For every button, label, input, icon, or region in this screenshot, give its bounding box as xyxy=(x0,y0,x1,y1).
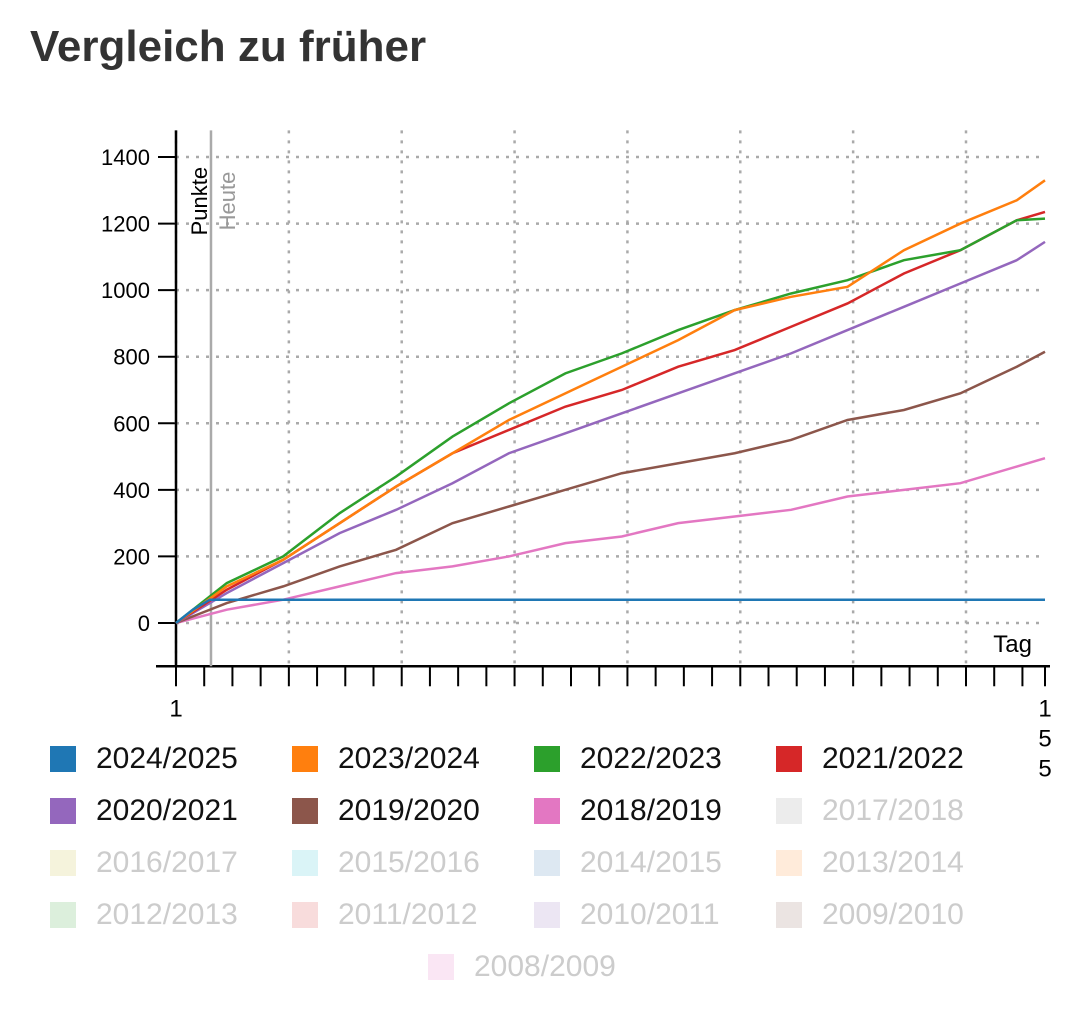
y-tick-label: 400 xyxy=(113,478,150,503)
x-tick-label-first: 1 xyxy=(169,695,182,722)
legend-item[interactable]: 2024/2025 xyxy=(50,742,238,776)
legend-label: 2011/2012 xyxy=(338,898,478,931)
legend-label: 2023/2024 xyxy=(338,742,480,775)
legend-item[interactable]: 2022/2023 xyxy=(534,742,722,776)
legend-swatch xyxy=(50,798,76,824)
legend-swatch xyxy=(534,850,560,876)
series-line-2020-2021 xyxy=(175,240,1046,625)
legend-swatch xyxy=(534,746,560,772)
legend-item[interactable]: 2012/2013 xyxy=(50,898,238,932)
legend-label: 2016/2017 xyxy=(96,846,238,879)
legend-swatch xyxy=(428,954,454,980)
legend-label: 2013/2014 xyxy=(822,846,964,879)
legend-item[interactable]: 2021/2022 xyxy=(776,742,964,776)
legend-label: 2015/2016 xyxy=(338,846,480,879)
legend-item[interactable]: 2017/2018 xyxy=(776,794,964,828)
legend-label: 2017/2018 xyxy=(822,794,964,827)
legend-swatch xyxy=(292,902,318,928)
y-axis-label: Punkte xyxy=(187,167,212,236)
legend-item[interactable]: 2008/2009 xyxy=(428,950,616,984)
x-axis-label: Tag xyxy=(993,631,1032,658)
legend-swatch xyxy=(534,902,560,928)
legend-item[interactable]: 2009/2010 xyxy=(776,898,964,932)
legend-label: 2024/2025 xyxy=(96,742,238,775)
legend-label: 2009/2010 xyxy=(822,898,964,931)
legend-item[interactable]: 2013/2014 xyxy=(776,846,964,880)
legend-item[interactable]: 2011/2012 xyxy=(292,898,478,932)
y-tick-label: 1000 xyxy=(101,278,150,303)
legend-label: 2022/2023 xyxy=(580,742,722,775)
legend-label: 2012/2013 xyxy=(96,898,238,931)
legend-item[interactable]: 2010/2011 xyxy=(534,898,720,932)
legend-label: 2008/2009 xyxy=(474,950,616,983)
legend-label: 2021/2022 xyxy=(822,742,964,775)
series-line-2022-2023 xyxy=(175,217,1046,624)
legend-item[interactable]: 2016/2017 xyxy=(50,846,238,880)
legend-swatch xyxy=(292,746,318,772)
legend-swatch xyxy=(776,798,802,824)
legend-label: 2010/2011 xyxy=(580,898,720,931)
legend-swatch xyxy=(292,850,318,876)
legend-label: 2014/2015 xyxy=(580,846,722,879)
legend-item[interactable]: 2023/2024 xyxy=(292,742,480,776)
y-tick-label: 200 xyxy=(113,544,150,569)
y-tick-label: 600 xyxy=(113,411,150,436)
y-tick-label: 0 xyxy=(138,611,150,636)
page-title: Vergleich zu früher xyxy=(30,22,427,71)
legend-swatch xyxy=(50,902,76,928)
series-line-2018-2019 xyxy=(175,457,1046,625)
legend-swatch xyxy=(776,746,802,772)
y-tick-label: 800 xyxy=(113,345,150,370)
legend-item[interactable]: 2014/2015 xyxy=(534,846,722,880)
legend-item[interactable]: 2020/2021 xyxy=(50,794,238,828)
legend-swatch xyxy=(50,746,76,772)
series-line-2023-2024 xyxy=(175,179,1046,625)
legend-label: 2019/2020 xyxy=(338,794,480,827)
legend-swatch xyxy=(776,902,802,928)
legend-swatch xyxy=(534,798,560,824)
legend-label: 2018/2019 xyxy=(580,794,722,827)
today-marker-label: Heute xyxy=(215,172,240,231)
legend-swatch xyxy=(776,850,802,876)
legend-label: 2020/2021 xyxy=(96,794,238,827)
legend-item[interactable]: 2015/2016 xyxy=(292,846,480,880)
legend-item[interactable]: 2019/2020 xyxy=(292,794,480,828)
legend-swatch xyxy=(292,798,318,824)
legend-swatch xyxy=(50,850,76,876)
series-line-2019-2020 xyxy=(175,350,1046,625)
y-tick-label: 1200 xyxy=(101,212,150,237)
series-line-2024-2025 xyxy=(175,598,1045,624)
legend-item[interactable]: 2018/2019 xyxy=(534,794,722,828)
y-tick-label: 1400 xyxy=(101,145,150,170)
line-chart: 0 200 400 600 800 1000 1200 1400 1 1 5 5 Tag HeutePun… xyxy=(101,130,1052,782)
